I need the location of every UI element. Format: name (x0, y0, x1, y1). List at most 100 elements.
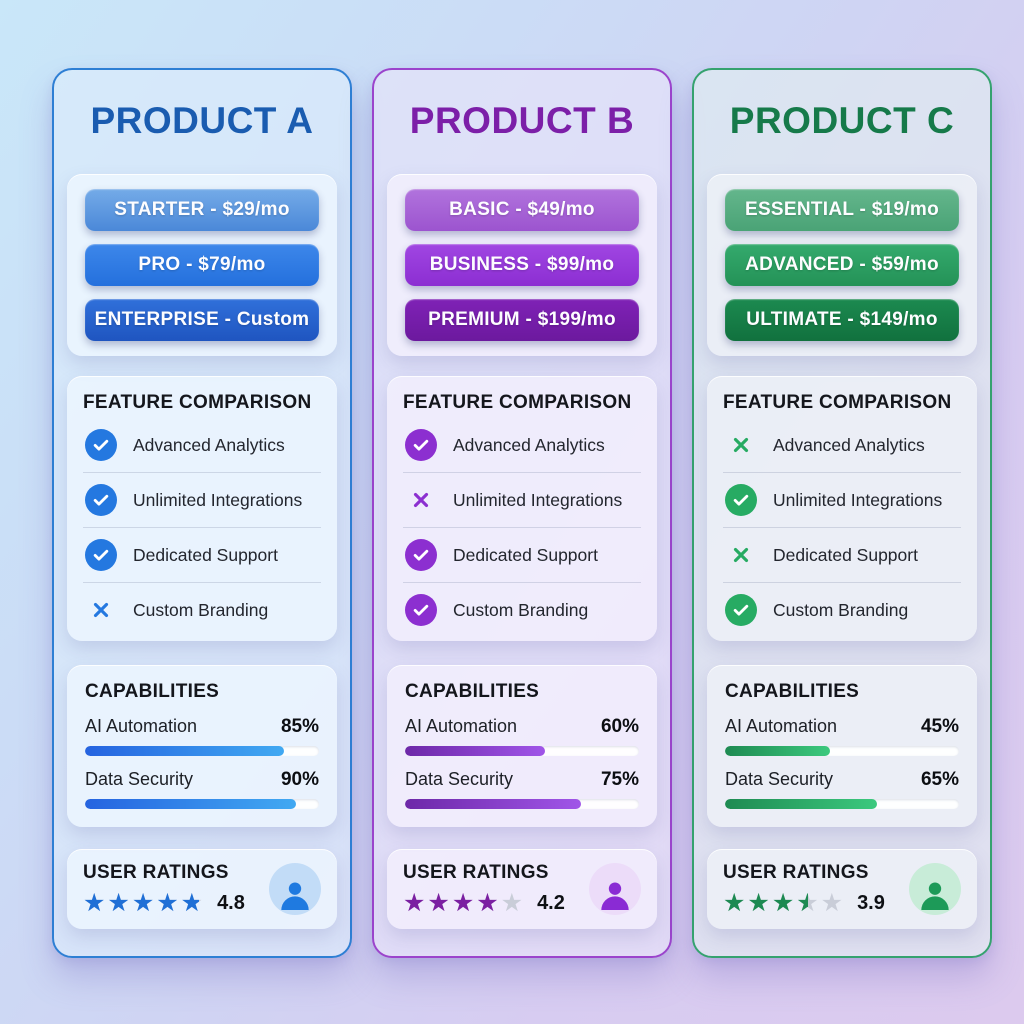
feature-label: Dedicated Support (453, 544, 598, 565)
feature-comparison-panel: FEATURE COMPARISON Advanced Analytics Un… (67, 376, 337, 641)
tier-button[interactable]: STARTER - $29/mo (85, 189, 319, 231)
feature-row: Custom Branding (723, 583, 961, 637)
feature-row: Custom Branding (83, 583, 321, 637)
feature-row: Unlimited Integrations (403, 473, 641, 528)
progress-bar-fill (405, 746, 546, 756)
pricing-panel: STARTER - $29/mo PRO - $79/mo ENTERPRISE… (67, 174, 337, 356)
product-b-card: PRODUCT B BASIC - $49/mo BUSINESS - $99/… (372, 68, 672, 958)
capability-value: 90% (280, 769, 319, 790)
star-rating-icon: ★★★★★★★★★★ (83, 889, 206, 917)
progress-bar (725, 799, 959, 809)
tier-button[interactable]: PRO - $79/mo (85, 244, 319, 286)
capability-value: 75% (600, 769, 639, 790)
feature-label: Advanced Analytics (133, 434, 285, 455)
tier-button[interactable]: ENTERPRISE - Custom (85, 299, 319, 341)
capability-metric: AI Automation 85% (85, 716, 319, 756)
feature-label: Custom Branding (773, 599, 909, 620)
progress-bar-fill (85, 746, 284, 756)
feature-row: Advanced Analytics (723, 418, 961, 473)
progress-bar-fill (725, 746, 831, 756)
feature-label: Unlimited Integrations (453, 489, 623, 510)
capability-metric: Data Security 65% (725, 769, 959, 809)
progress-bar (85, 799, 319, 809)
check-icon (725, 484, 757, 516)
check-icon (405, 594, 437, 626)
tier-button[interactable]: PREMIUM - $199/mo (405, 299, 639, 341)
capability-label: AI Automation (725, 716, 838, 736)
capability-label: AI Automation (85, 716, 198, 736)
capability-label: Data Security (85, 769, 194, 789)
tier-button[interactable]: BASIC - $49/mo (405, 189, 639, 231)
user-ratings-heading: USER RATINGS (403, 862, 549, 883)
progress-bar-fill (85, 799, 296, 809)
check-icon (85, 539, 117, 571)
feature-comparison-heading: FEATURE COMPARISON (723, 392, 952, 413)
check-icon (405, 539, 437, 571)
feature-comparison-heading: FEATURE COMPARISON (83, 392, 312, 413)
feature-label: Custom Branding (453, 599, 589, 620)
progress-bar (85, 746, 319, 756)
capability-label: Data Security (725, 769, 834, 789)
cross-icon (85, 594, 117, 626)
capabilities-panel: CAPABILITIES AI Automation 45% Data Secu… (707, 665, 977, 827)
tier-button[interactable]: ULTIMATE - $149/mo (725, 299, 959, 341)
capability-label: Data Security (405, 769, 514, 789)
product-comparison: PRODUCT A STARTER - $29/mo PRO - $79/mo … (52, 68, 992, 958)
feature-comparison-heading: FEATURE COMPARISON (403, 392, 632, 413)
check-icon (85, 429, 117, 461)
progress-bar-fill (405, 799, 581, 809)
feature-row: Advanced Analytics (403, 418, 641, 473)
feature-label: Advanced Analytics (453, 434, 605, 455)
feature-label: Advanced Analytics (773, 434, 925, 455)
capability-value: 85% (280, 716, 319, 737)
progress-bar (405, 799, 639, 809)
tier-button[interactable]: ESSENTIAL - $19/mo (725, 189, 959, 231)
user-ratings-heading: USER RATINGS (723, 862, 869, 883)
product-c-card: PRODUCT C ESSENTIAL - $19/mo ADVANCED - … (692, 68, 992, 958)
cross-icon (405, 484, 437, 516)
progress-bar (725, 746, 959, 756)
rating-value: 3.9 (857, 892, 885, 914)
feature-row: Advanced Analytics (83, 418, 321, 473)
capability-metric: AI Automation 60% (405, 716, 639, 756)
capabilities-heading: CAPABILITIES (405, 681, 540, 702)
cross-icon (725, 539, 757, 571)
pricing-panel: ESSENTIAL - $19/mo ADVANCED - $59/mo ULT… (707, 174, 977, 356)
star-rating-icon: ★★★★★★★★★★ (723, 889, 846, 917)
feature-label: Unlimited Integrations (773, 489, 943, 510)
cross-icon (725, 429, 757, 461)
feature-label: Custom Branding (133, 599, 269, 620)
product-title: PRODUCT B (409, 100, 635, 141)
feature-label: Unlimited Integrations (133, 489, 303, 510)
check-icon (85, 484, 117, 516)
progress-bar-fill (725, 799, 878, 809)
user-ratings-heading: USER RATINGS (83, 862, 229, 883)
feature-comparison-panel: FEATURE COMPARISON Advanced Analytics Un… (707, 376, 977, 641)
capabilities-heading: CAPABILITIES (85, 681, 220, 702)
star-rating-icon: ★★★★★★★★★★ (403, 889, 526, 917)
user-ratings-panel: USER RATINGS ★★★★★ ★★★★★ 4.8 (67, 849, 337, 929)
check-icon (725, 594, 757, 626)
tier-button[interactable]: ADVANCED - $59/mo (725, 244, 959, 286)
capability-value: 60% (600, 716, 639, 737)
tier-button[interactable]: BUSINESS - $99/mo (405, 244, 639, 286)
capability-metric: AI Automation 45% (725, 716, 959, 756)
user-avatar-icon (589, 863, 641, 915)
feature-row: Unlimited Integrations (723, 473, 961, 528)
user-ratings-panel: USER RATINGS ★★★★★★★★★★ 3.9 (707, 849, 977, 929)
rating-value: 4.2 (537, 892, 565, 914)
feature-row: Dedicated Support (83, 528, 321, 583)
capability-value: 65% (920, 769, 959, 790)
capability-value: 45% (920, 716, 959, 737)
product-title: PRODUCT A (90, 100, 314, 141)
capabilities-heading: CAPABILITIES (725, 681, 860, 702)
feature-row: Unlimited Integrations (83, 473, 321, 528)
user-avatar-icon (909, 863, 961, 915)
pricing-panel: BASIC - $49/mo BUSINESS - $99/mo PREMIUM… (387, 174, 657, 356)
feature-row: Dedicated Support (723, 528, 961, 583)
capability-metric: Data Security 75% (405, 769, 639, 809)
product-a-card: PRODUCT A STARTER - $29/mo PRO - $79/mo … (52, 68, 352, 958)
user-ratings-panel: USER RATINGS ★★★★★★★★★★ 4.2 (387, 849, 657, 929)
capabilities-panel: CAPABILITIES AI Automation 85% Data Secu… (67, 665, 337, 827)
capabilities-panel: CAPABILITIES AI Automation 60% Data Secu… (387, 665, 657, 827)
